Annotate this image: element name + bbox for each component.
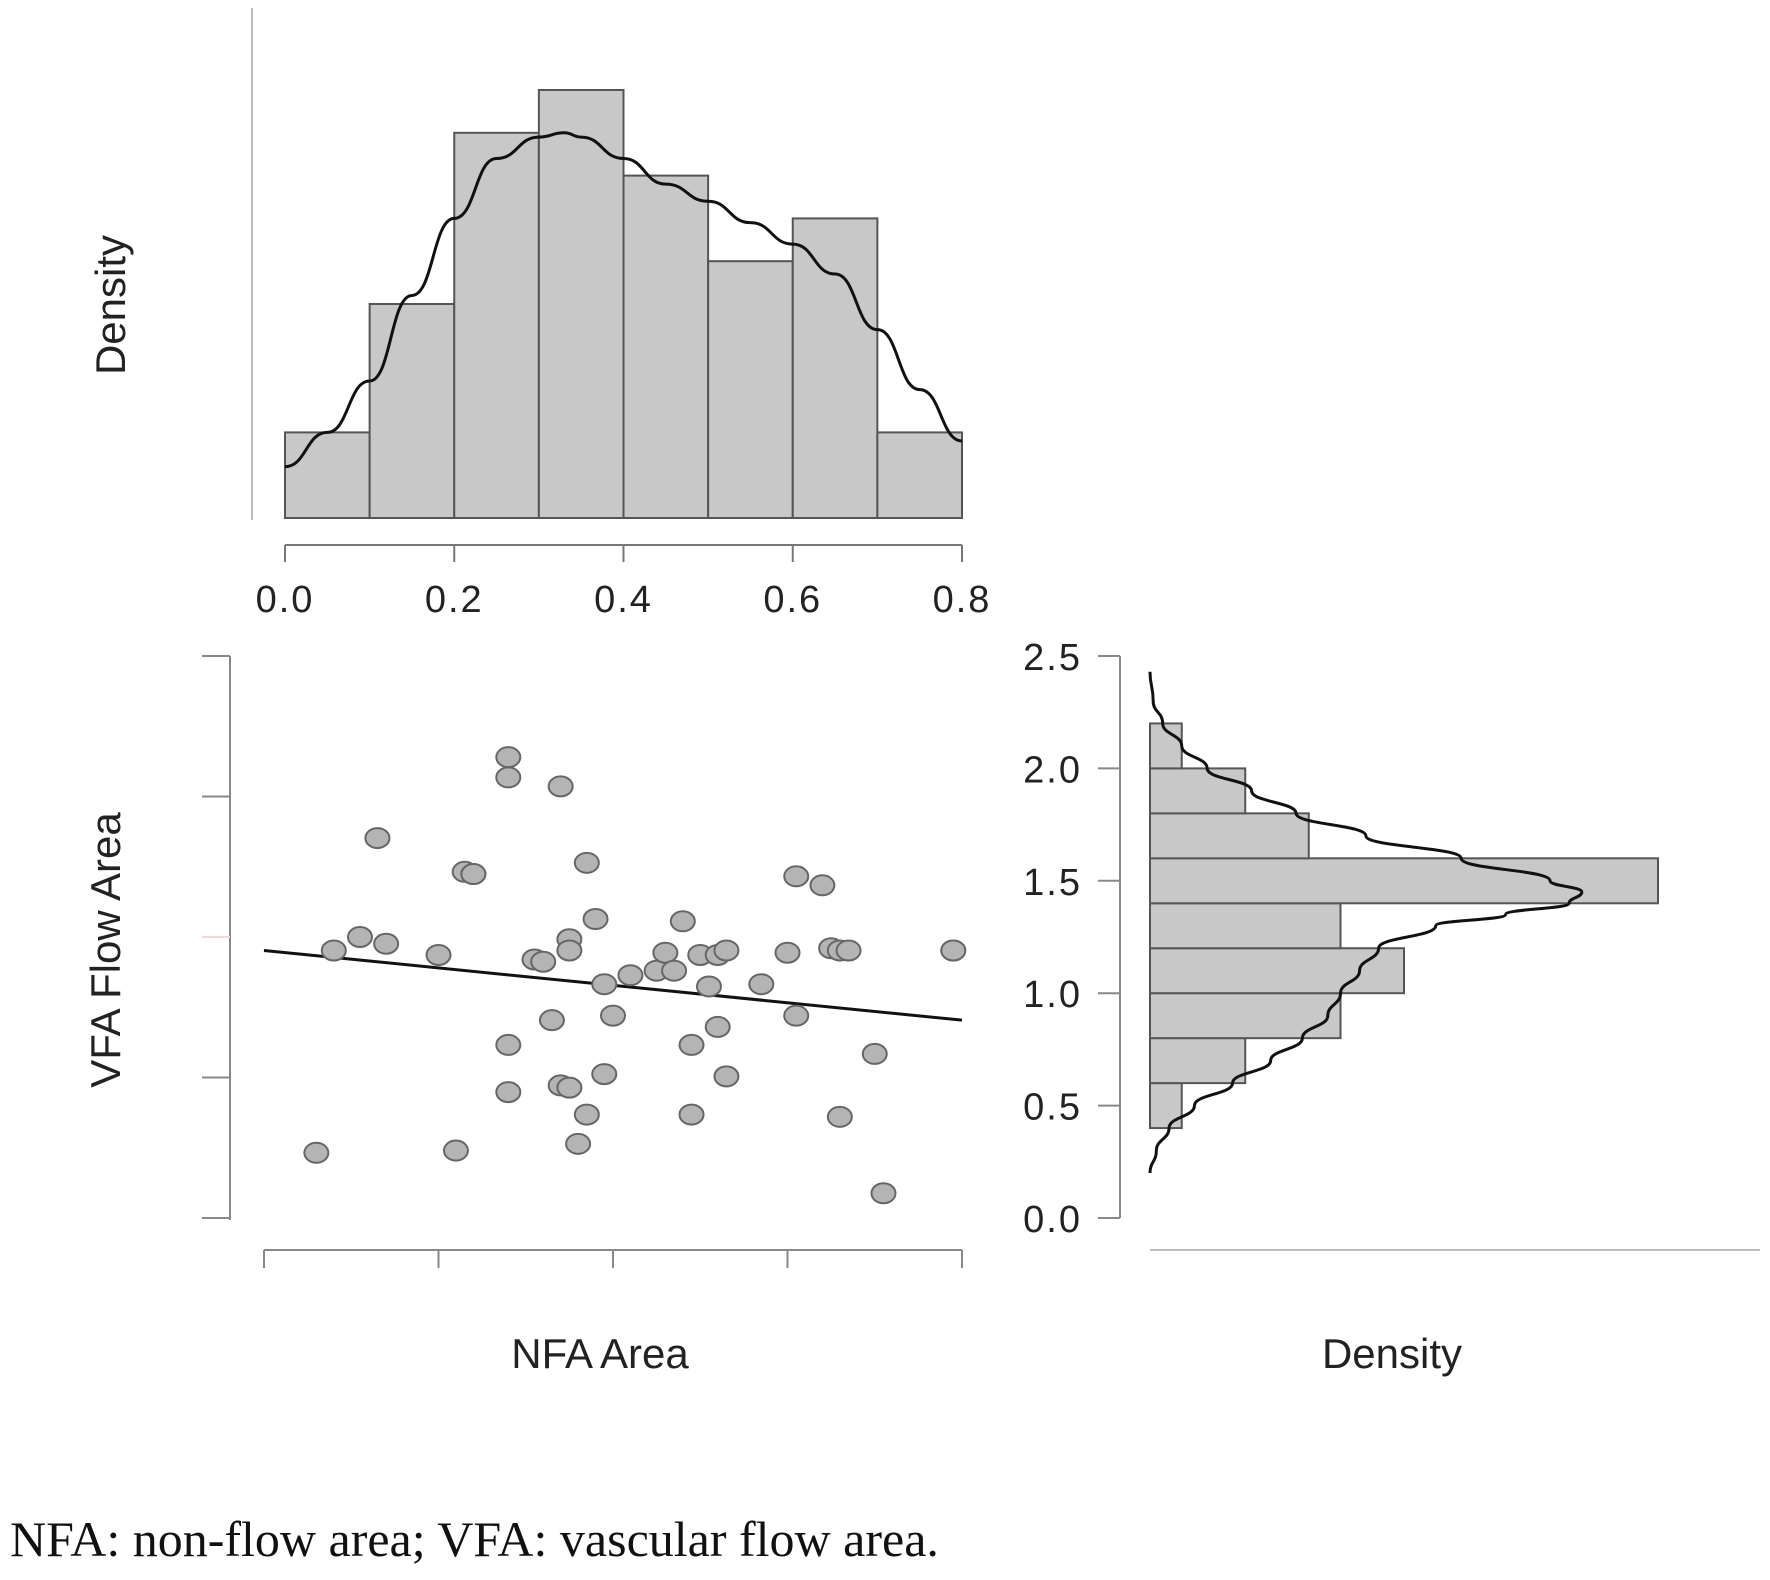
scatter-point-1	[320, 939, 347, 962]
scatter-point-41	[713, 939, 740, 962]
scatter-point-16	[538, 1009, 565, 1032]
right-y-tick-label-5: 2.5	[1023, 637, 1082, 679]
scatter-point-18	[547, 775, 574, 798]
right-y-tick-label-2: 1.0	[1023, 974, 1082, 1016]
scatter-point-52	[870, 1182, 897, 1205]
scatter-point-38	[704, 1015, 731, 1038]
scatter-point-25	[582, 908, 609, 931]
scatter-x-label: NFA Area	[511, 1330, 689, 1377]
scatter-point-28	[600, 1004, 626, 1027]
scatter-point-24	[573, 851, 600, 874]
scatter-point-50	[835, 939, 862, 962]
top-histogram-bar-1	[368, 303, 456, 519]
top-x-tick-label-1: 0.2	[425, 579, 484, 621]
right-histogram-bar-7	[1149, 767, 1247, 815]
scatter-point-40	[713, 1065, 740, 1088]
top-x-tick-label-3: 0.6	[763, 579, 822, 621]
scatter-point-15	[530, 950, 557, 973]
figure-caption: NFA: non-flow area; VFA: vascular flow a…	[10, 1511, 939, 1567]
scatter-point-4	[373, 932, 400, 955]
scatter-point-37	[695, 975, 722, 998]
scatter-y-label: VFA Flow Area	[82, 812, 129, 1088]
scatter-point-35	[678, 1033, 705, 1056]
right-y-tick-label-0: 0.0	[1023, 1199, 1082, 1241]
right-histogram-bar-3	[1149, 947, 1405, 995]
scatter-point-23	[573, 1103, 600, 1126]
top-histogram-bar-7	[876, 431, 963, 519]
scatter-point-6	[442, 1139, 469, 1162]
right-density-curve	[1148, 671, 1584, 1174]
scatter-point-21	[556, 1076, 583, 1099]
top-histogram-bar-5	[707, 260, 794, 519]
scatter-point-5	[425, 943, 452, 966]
right-histogram-bar-2	[1149, 992, 1342, 1040]
scatter-point-45	[783, 865, 810, 888]
scatter-point-13	[495, 1081, 522, 1104]
top-histogram-y-label: Density	[87, 235, 134, 375]
right-y-tick-label-1: 0.5	[1023, 1087, 1082, 1129]
top-x-tick-label-2: 0.4	[594, 579, 653, 621]
scatter-point-51	[861, 1042, 888, 1065]
scatter-point-2	[346, 926, 373, 948]
scatter-point-3	[364, 827, 391, 850]
scatter-point-27	[591, 1063, 618, 1086]
scatter-point-33	[669, 910, 696, 933]
scatter-point-32	[661, 959, 688, 982]
right-histogram-bar-4	[1149, 902, 1342, 950]
top-histogram-bar-6	[791, 217, 879, 519]
scatter-point-11	[495, 766, 522, 789]
right-histogram-x-label: Density	[1322, 1330, 1462, 1377]
top-x-tick-label-0: 0.0	[256, 579, 315, 621]
right-histogram-panel: 0.0 0.5 1.0 1.5 2.0 2.5 Density	[1023, 637, 1760, 1377]
scatter-point-10	[495, 746, 522, 769]
right-histogram-bar-5	[1149, 857, 1659, 905]
scatter-point-43	[774, 941, 801, 964]
right-y-tick-label-3: 1.5	[1023, 862, 1082, 904]
scatter-point-54	[940, 939, 967, 962]
top-histogram-panel: 0.0 0.2 0.4 0.6 0.8 Density	[87, 8, 992, 621]
scatter-point-9	[460, 863, 487, 886]
right-histogram-bar-6	[1149, 812, 1310, 860]
top-x-tick-label-4: 0.8	[933, 579, 992, 621]
top-histogram-bar-2	[453, 131, 540, 520]
scatter-point-48	[826, 1105, 853, 1128]
scatter-point-44	[783, 1004, 810, 1027]
top-histogram-bar-4	[622, 174, 710, 519]
scatter-point-22	[565, 1132, 592, 1155]
scatter-point-46	[809, 874, 836, 897]
scatter-point-29	[617, 964, 644, 987]
top-density-curve	[284, 131, 963, 469]
scatter-point-42	[748, 973, 775, 996]
scatter-panel: NFA Area VFA Flow Area	[82, 655, 967, 1377]
scatter-point-34	[678, 1103, 705, 1126]
scatter-point-20	[556, 939, 583, 962]
scatter-point-0	[303, 1141, 330, 1164]
right-histogram-bar-1	[1149, 1037, 1247, 1085]
scatter-point-26	[591, 973, 618, 996]
right-histogram-bar-0	[1149, 1082, 1183, 1130]
top-histogram-bar-0	[284, 431, 371, 519]
scatter-point-12	[495, 1033, 522, 1056]
right-y-tick-label-4: 2.0	[1023, 749, 1082, 791]
